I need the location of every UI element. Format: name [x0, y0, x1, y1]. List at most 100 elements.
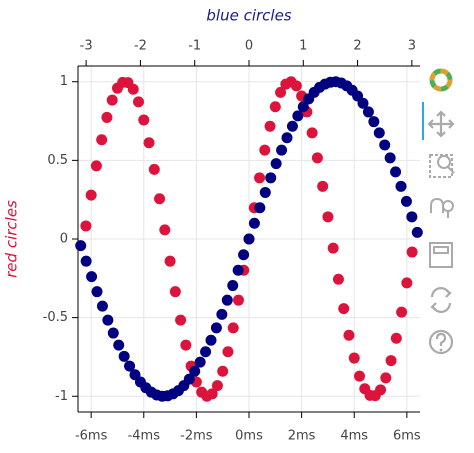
point	[327, 242, 339, 254]
point	[90, 160, 102, 172]
point	[180, 339, 192, 351]
point	[232, 294, 244, 306]
point	[375, 384, 387, 396]
wheel-zoom-tool[interactable]	[430, 197, 454, 218]
point	[290, 80, 302, 92]
x-tick-label: -2ms	[180, 429, 213, 444]
point	[322, 211, 334, 223]
x-tick-label: 2ms	[288, 429, 316, 444]
point	[395, 180, 407, 192]
point	[380, 372, 392, 384]
help-tool[interactable]	[428, 329, 454, 355]
point	[169, 286, 181, 298]
y-axis-label: red circles	[3, 200, 21, 278]
point	[75, 240, 87, 252]
point	[264, 120, 276, 132]
point	[189, 365, 201, 377]
point	[133, 96, 145, 108]
y-tick-label: 1	[60, 74, 68, 89]
point	[227, 280, 239, 292]
point	[96, 300, 108, 312]
point	[373, 127, 385, 139]
reset-tool[interactable]	[430, 287, 452, 313]
point	[124, 360, 136, 372]
point	[138, 114, 150, 126]
point	[275, 86, 287, 98]
point	[154, 193, 166, 205]
point	[194, 356, 206, 368]
x-tick-label: -4ms	[128, 429, 161, 444]
point	[259, 186, 271, 198]
point	[183, 373, 195, 385]
point	[254, 172, 266, 184]
point	[265, 172, 277, 184]
point	[80, 255, 92, 267]
pan-tool[interactable]	[427, 110, 455, 138]
point	[86, 271, 98, 283]
point	[164, 255, 176, 267]
point	[338, 303, 350, 315]
y-tick-label: 0.5	[47, 153, 68, 168]
point	[292, 110, 304, 122]
point	[221, 294, 233, 306]
x-tick-label: 4ms	[340, 429, 368, 444]
x2-tick-label: 2	[353, 39, 361, 54]
point	[357, 97, 369, 109]
point	[206, 388, 218, 400]
point	[379, 139, 391, 151]
point	[276, 144, 288, 156]
y-tick-label: 0	[60, 232, 68, 247]
point	[243, 233, 255, 245]
point	[406, 246, 418, 258]
point	[200, 346, 212, 358]
point	[332, 273, 344, 285]
point	[227, 322, 239, 334]
point	[148, 163, 160, 175]
point	[159, 224, 171, 236]
x-tick-label: 6ms	[393, 429, 421, 444]
point	[106, 94, 118, 106]
point	[216, 308, 228, 320]
bokeh-logo	[429, 68, 453, 92]
point	[102, 314, 114, 326]
point	[248, 217, 260, 229]
toolbar	[422, 68, 455, 355]
point	[297, 101, 309, 113]
point	[232, 264, 244, 276]
point	[400, 195, 412, 207]
point	[368, 116, 380, 128]
point	[238, 249, 250, 261]
x-tick-label: -6ms	[75, 429, 108, 444]
point	[113, 339, 125, 351]
point	[384, 152, 396, 164]
point	[270, 158, 282, 170]
point	[348, 352, 360, 364]
point	[118, 350, 130, 362]
point	[91, 286, 103, 298]
point	[259, 144, 271, 156]
point	[107, 327, 119, 339]
x2-tick-label: 0	[245, 39, 253, 54]
point	[101, 111, 113, 123]
point	[217, 365, 229, 377]
point	[211, 380, 223, 392]
x2-tick-label: -2	[134, 39, 147, 54]
point	[385, 355, 397, 367]
point	[406, 211, 418, 223]
box-zoom-tool[interactable]	[429, 154, 455, 178]
logo-center	[437, 76, 445, 84]
point	[286, 120, 298, 132]
point	[127, 83, 139, 95]
point	[222, 346, 234, 358]
x2-tick-label: -1	[188, 39, 201, 54]
point	[210, 322, 222, 334]
point	[396, 306, 408, 318]
x2-tick-label: 3	[408, 39, 416, 54]
point	[254, 202, 266, 214]
save-tool[interactable]	[429, 242, 453, 268]
point	[401, 277, 413, 289]
point	[80, 220, 92, 232]
point	[175, 314, 187, 326]
point	[143, 137, 155, 149]
